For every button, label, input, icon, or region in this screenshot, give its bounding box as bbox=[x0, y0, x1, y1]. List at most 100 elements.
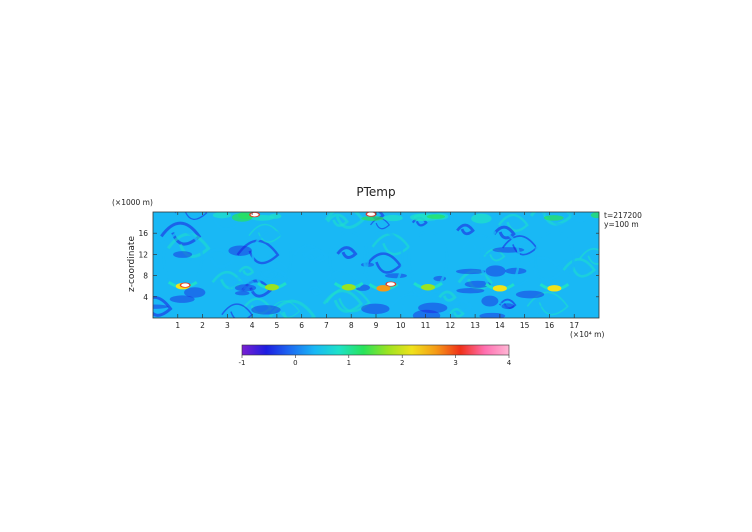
plume-arm-right bbox=[275, 230, 293, 288]
field-top-band bbox=[212, 212, 232, 219]
field-top-band bbox=[409, 213, 432, 222]
heatmap-hotspots bbox=[179, 212, 397, 288]
field-top-band bbox=[590, 212, 599, 219]
field-pocket bbox=[455, 268, 486, 275]
field-swirl bbox=[268, 299, 316, 318]
x-tick-label: 3 bbox=[225, 321, 230, 330]
field-pocket bbox=[501, 303, 515, 310]
x-tick-label: 6 bbox=[299, 321, 304, 330]
plume-arm-right bbox=[431, 230, 449, 288]
field-pocket bbox=[456, 287, 485, 294]
field-swirl bbox=[242, 297, 272, 315]
field-swirl bbox=[153, 295, 173, 317]
field-top-band bbox=[426, 214, 445, 219]
field-pocket bbox=[464, 280, 491, 288]
x-tick-label: 17 bbox=[569, 321, 579, 330]
field-swirl bbox=[322, 289, 364, 313]
x-axis-ticks: 1 2 3 4 5 6 7 8 9 10 11 12 13 14 15 16 17 bbox=[175, 212, 579, 330]
field-pocket bbox=[153, 304, 169, 309]
field-swirl bbox=[538, 212, 576, 226]
x-tick-label: 4 bbox=[250, 321, 255, 330]
field-swirl bbox=[236, 236, 280, 261]
plume bbox=[251, 230, 293, 291]
colorbar bbox=[241, 344, 510, 356]
field-pocket bbox=[515, 290, 545, 299]
plume-arm-left bbox=[251, 230, 269, 288]
x-tick-label: 8 bbox=[349, 321, 354, 330]
field-swirl bbox=[456, 223, 475, 236]
field-top-band bbox=[231, 213, 253, 222]
x-tick-label: 15 bbox=[520, 321, 530, 330]
hot-spot-core bbox=[250, 212, 259, 217]
y-tick-label: 8 bbox=[143, 272, 148, 281]
plume bbox=[363, 230, 404, 292]
heatmap-swirls bbox=[153, 212, 599, 318]
x-tick-label: 10 bbox=[396, 321, 406, 330]
field-swirl bbox=[570, 212, 589, 223]
plume-arm-right bbox=[557, 230, 575, 289]
field-swirl bbox=[483, 248, 506, 262]
x-tick-label: 12 bbox=[446, 321, 456, 330]
field-pocket bbox=[385, 273, 407, 279]
x-tick-label: 1 bbox=[175, 321, 180, 330]
field-pocket bbox=[418, 302, 448, 314]
colorbar-tick-label: 0 bbox=[293, 359, 297, 367]
hot-spot-core bbox=[367, 212, 376, 216]
field-pocket bbox=[169, 295, 195, 303]
plume bbox=[328, 230, 370, 291]
plume-core bbox=[376, 285, 391, 292]
field-pocket bbox=[492, 247, 525, 253]
plume-arm-right bbox=[186, 230, 204, 287]
plume bbox=[407, 230, 449, 291]
x-tick-label: 5 bbox=[274, 321, 279, 330]
field-top-band bbox=[543, 215, 564, 221]
field-pocket bbox=[184, 287, 206, 298]
field-pocket bbox=[412, 309, 441, 318]
field-pocket bbox=[485, 265, 506, 277]
field-swirl bbox=[153, 232, 167, 243]
field-swirl bbox=[482, 301, 513, 318]
field-swirl bbox=[517, 240, 537, 252]
y-tick-label: 4 bbox=[143, 293, 148, 302]
field-swirl bbox=[462, 234, 500, 256]
x-tick-label: 2 bbox=[200, 321, 205, 330]
field-top-band bbox=[269, 213, 282, 219]
plume-core bbox=[492, 285, 507, 292]
plume-core bbox=[264, 284, 279, 291]
hot-spot-core bbox=[386, 282, 395, 286]
field-swirl bbox=[497, 213, 529, 232]
plume-arm-left bbox=[162, 230, 180, 287]
y-axis-label: z-coordinate bbox=[127, 236, 137, 292]
plume-arm-left bbox=[479, 230, 497, 289]
colorbar-tick-label: 4 bbox=[507, 359, 512, 367]
plume-arm-right bbox=[386, 230, 404, 289]
field-pocket bbox=[251, 305, 281, 315]
field-top-band bbox=[383, 214, 403, 222]
x-unit-label: (×10⁴ m) bbox=[570, 330, 604, 339]
hot-spot-core bbox=[181, 283, 190, 287]
heatmap-plumes bbox=[162, 230, 575, 292]
field-swirl bbox=[371, 233, 411, 256]
field-pocket bbox=[479, 312, 506, 318]
plume-arm-left bbox=[534, 230, 552, 289]
field-pocket bbox=[235, 290, 250, 296]
x-tick-label: 7 bbox=[324, 321, 329, 330]
field-swirl bbox=[365, 252, 402, 274]
field-swirl bbox=[166, 232, 211, 258]
field-swirl bbox=[307, 286, 323, 296]
field-swirl bbox=[491, 266, 529, 288]
field-swirl bbox=[293, 244, 324, 262]
field-swirl bbox=[326, 213, 349, 227]
field-swirl bbox=[200, 248, 235, 269]
colorbar-tick-label: -1 bbox=[239, 359, 246, 367]
field-swirl bbox=[457, 269, 493, 291]
field-swirl bbox=[153, 300, 166, 316]
y-position-annotation: y=100 m bbox=[604, 220, 639, 229]
field-swirl bbox=[449, 307, 465, 318]
chart-title: PTemp bbox=[356, 185, 395, 199]
y-unit-label: (×1000 m) bbox=[112, 198, 153, 207]
plume-arm-right bbox=[352, 230, 370, 288]
field-pocket bbox=[361, 303, 390, 315]
plume-arm-left bbox=[407, 230, 425, 288]
plume-core bbox=[341, 284, 356, 291]
